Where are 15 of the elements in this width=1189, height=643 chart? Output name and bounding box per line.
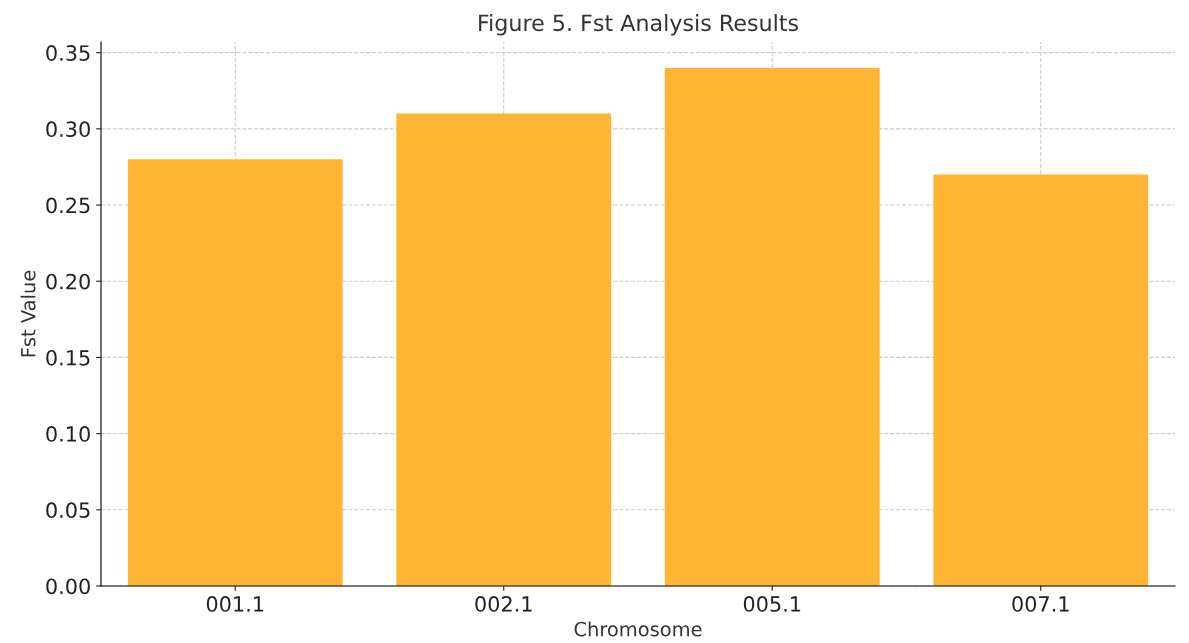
x-tick-label: 002.1: [475, 596, 532, 612]
y-tick-label: 0.25: [46, 197, 90, 214]
y-tick-label: 0.00: [46, 578, 90, 595]
x-tick-label: 005.1: [743, 596, 801, 612]
y-tick-label: 0.05: [46, 502, 90, 519]
y-tick-label: 0.10: [46, 426, 90, 442]
y-tick-label: 0.30: [46, 121, 90, 138]
y-tick-label: 0.15: [46, 349, 90, 366]
x-tick-label: 001.1: [206, 596, 264, 612]
y-tick-label: 0.35: [46, 45, 90, 61]
x-tick-label: 007.1: [1012, 596, 1069, 612]
y-axis-title: Fst Value: [20, 270, 36, 357]
y-tick-label: 0.20: [46, 273, 90, 290]
chart-title: Figure 5. Fst Analysis Results: [479, 14, 799, 36]
x-axis-title: Chromosome: [574, 621, 702, 637]
